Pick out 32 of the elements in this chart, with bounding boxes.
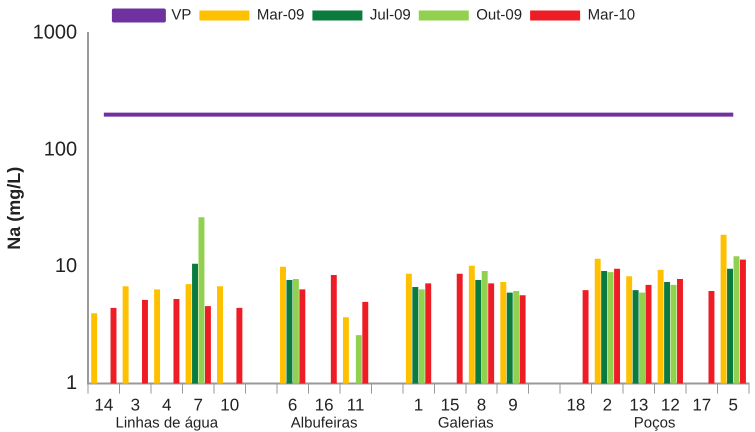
- x-tick-label: 12: [660, 395, 680, 414]
- legend-label: Out-09: [476, 6, 522, 24]
- y-tick-label: 100: [44, 138, 78, 160]
- text: Linhas de água: [115, 414, 219, 432]
- legend-label: VP: [171, 6, 192, 24]
- text: Galerias: [438, 414, 494, 432]
- x-tick-label: 2: [602, 395, 612, 414]
- x-tick-label: 3: [130, 395, 140, 414]
- x-tick-label: 10: [220, 395, 240, 414]
- x-tick-label: 18: [566, 395, 586, 414]
- legend-label: Mar-09: [256, 6, 304, 24]
- x-tick-label: 15: [440, 395, 460, 414]
- x-tick-label: 11: [346, 395, 364, 414]
- x-tick-label: 9: [508, 395, 518, 414]
- x-tick-label: 4: [162, 395, 172, 414]
- legend-label: Jul-09: [370, 6, 411, 24]
- y-tick-label: 1000: [32, 22, 78, 44]
- x-tick-label: 6: [288, 395, 298, 414]
- x-tick-label: 8: [476, 395, 486, 414]
- y-axis-title: Na (mg/L): [4, 166, 24, 250]
- x-tick-label: 13: [629, 395, 648, 414]
- y-tick-label: 1: [66, 372, 78, 394]
- x-tick-label: 1: [414, 395, 424, 414]
- text: Poços: [634, 414, 676, 432]
- x-tick-label: 16: [314, 395, 334, 414]
- legend-label: Mar-10: [588, 6, 636, 24]
- text: Albufeiras: [290, 414, 358, 432]
- y-tick-label: 10: [54, 255, 78, 278]
- x-tick-label: 5: [728, 395, 738, 414]
- x-tick-label: 7: [194, 395, 203, 414]
- x-tick-label: 17: [692, 395, 712, 414]
- x-tick-label: 14: [94, 395, 114, 414]
